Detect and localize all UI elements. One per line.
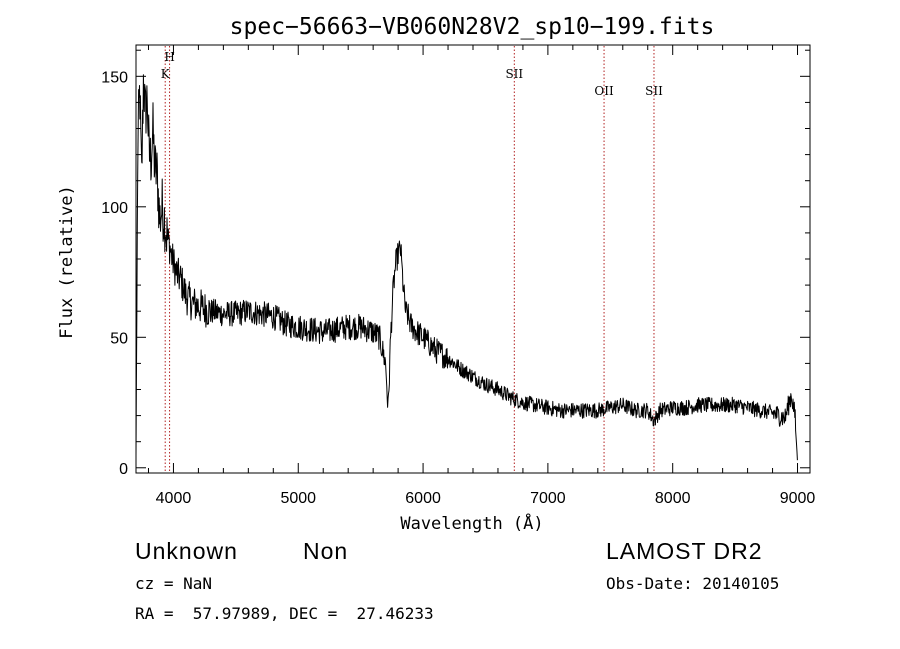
emission-line-label: K: [161, 67, 171, 81]
emission-line-labels: KH SII OII SII: [161, 50, 663, 98]
observation-date: Obs-Date: 20140105: [606, 574, 780, 593]
object-subclass: Non: [303, 538, 349, 564]
object-class: Unknown: [135, 538, 238, 564]
x-axis-ticks: 4000 5000 6000 7000 8000 9000: [147, 45, 816, 507]
x-tick-label: 7000: [530, 490, 566, 507]
y-tick-label: 150: [101, 69, 128, 86]
survey-name: LAMOST DR2: [606, 538, 763, 564]
y-axis-label: Flux (relative): [57, 185, 77, 339]
y-tick-label: 50: [110, 330, 128, 347]
emission-line-label: OII: [594, 84, 614, 98]
emission-line-label: H: [164, 50, 174, 64]
x-tick-label: 6000: [405, 490, 441, 507]
emission-line-label: SII: [645, 84, 663, 98]
x-axis-label: Wavelength (Å): [400, 512, 543, 534]
emission-line-markers: [164, 46, 655, 472]
x-tick-label: 5000: [280, 490, 316, 507]
plot-frame: [135, 44, 811, 474]
spectrum-line: [135, 74, 798, 461]
x-tick-label: 4000: [156, 490, 192, 507]
x-tick-label: 8000: [655, 490, 691, 507]
x-tick-label: 9000: [780, 490, 816, 507]
chart-title: spec−56663−VB060N28V2_sp10−199.fits: [230, 14, 715, 40]
ra-dec-coordinates: RA = 57.97989, DEC = 27.46233: [135, 604, 434, 623]
y-tick-label: 100: [101, 200, 128, 217]
redshift-cz: cz = NaN: [135, 574, 213, 593]
y-tick-label: 0: [119, 461, 128, 478]
emission-line-label: SII: [505, 67, 523, 81]
y-axis-ticks: 0 50 100 150: [101, 49, 810, 478]
